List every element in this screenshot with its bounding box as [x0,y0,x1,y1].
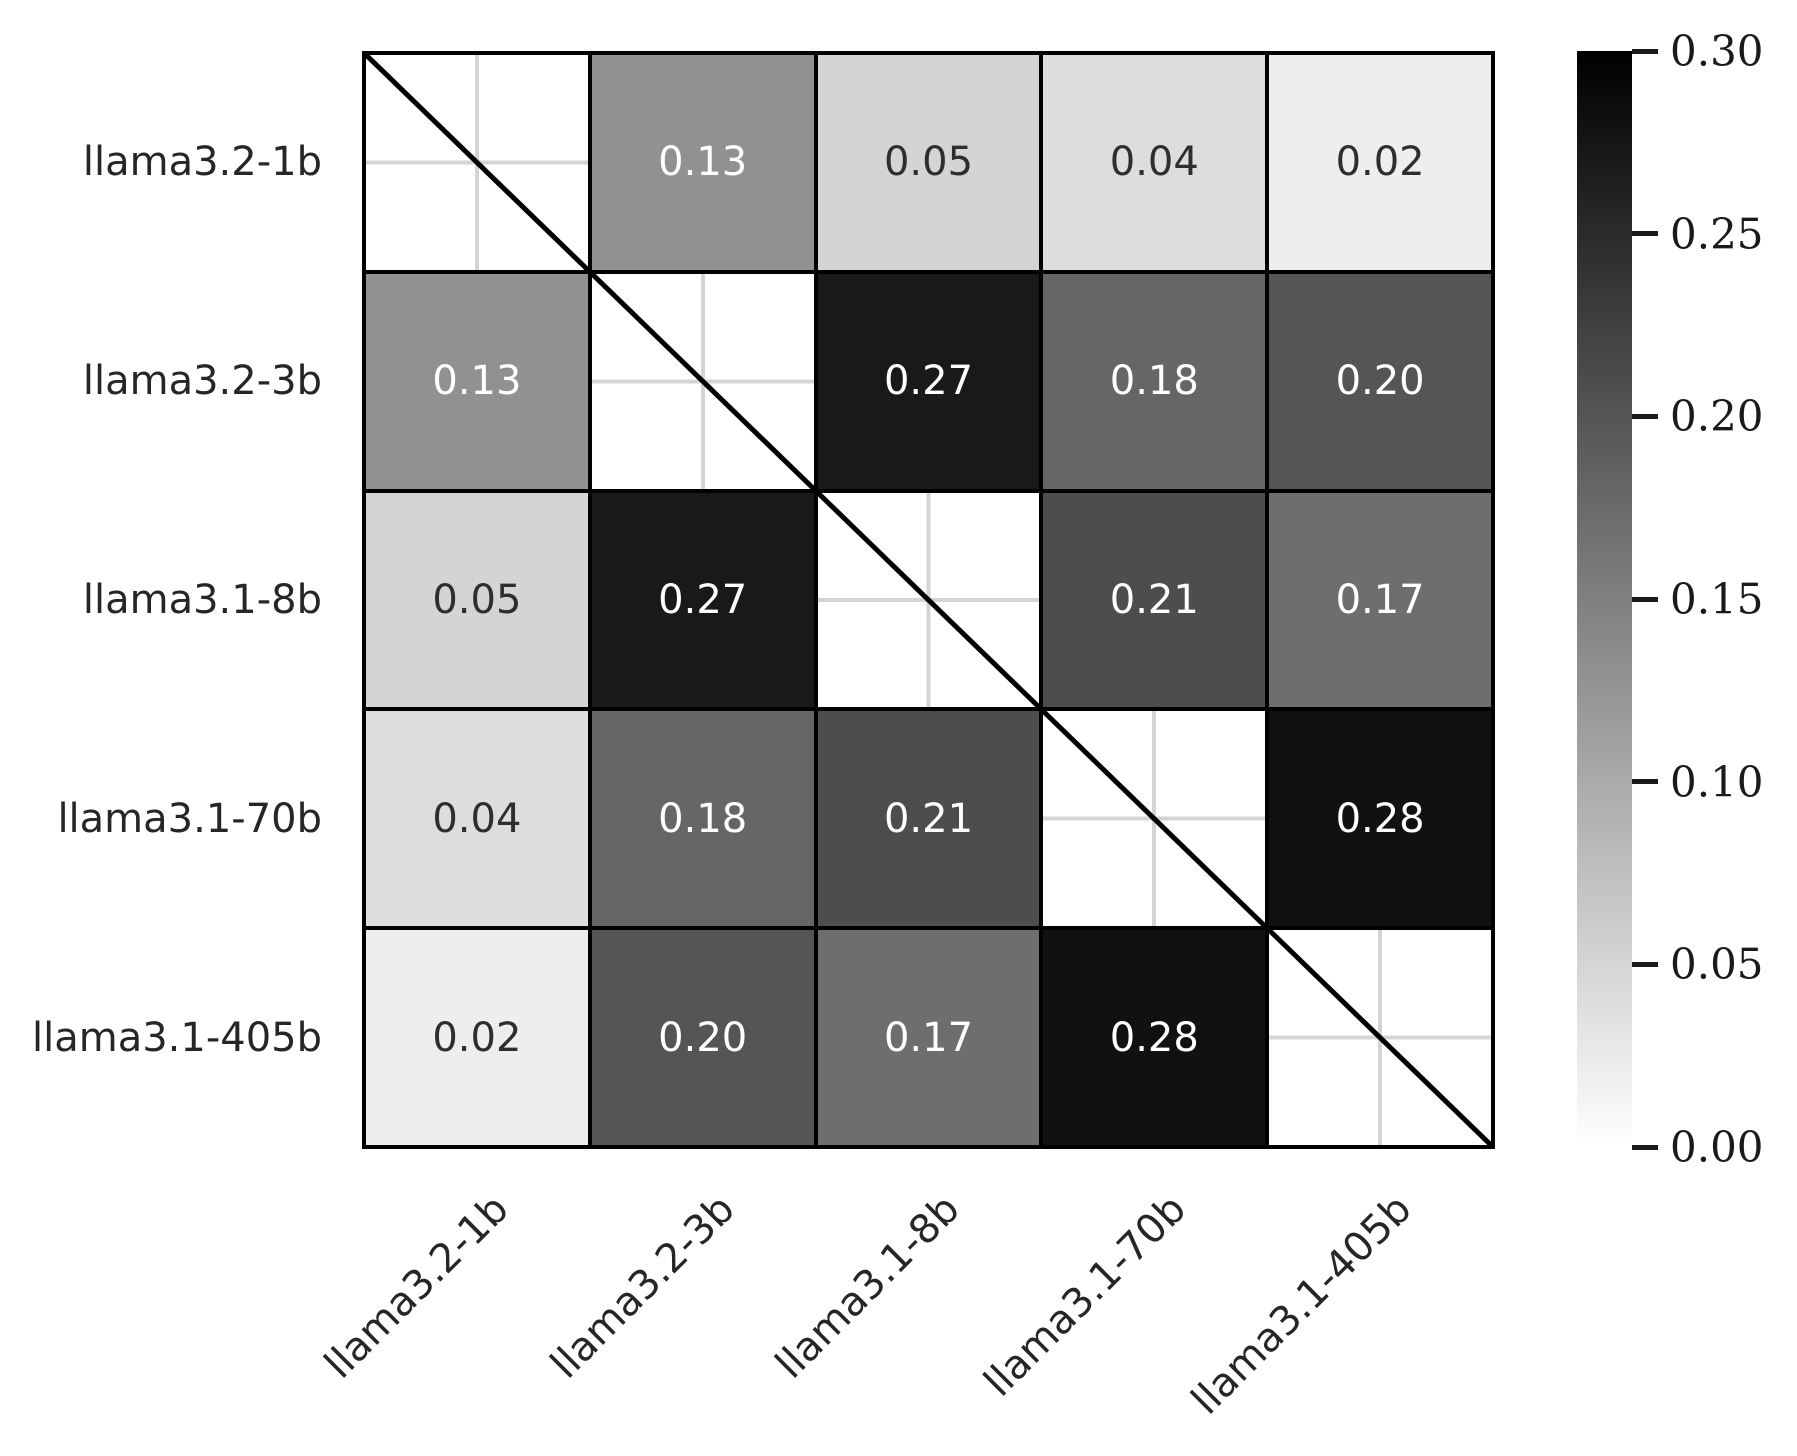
cell-value: 0.28 [1335,795,1425,842]
cell-value: 0.28 [1109,1014,1199,1061]
cell-value: 0.27 [658,576,748,623]
colorbar [1577,51,1632,1147]
heatmap-cell: 0.28 [1269,711,1491,927]
cell-value: 0.05 [432,576,522,623]
colorbar-tick-label: 0.05 [1670,939,1764,989]
heatmap-cell: 0.21 [1043,492,1266,708]
x-tick-label: llama3.2-1b [315,1186,518,1388]
colorbar-tick-mark [1632,231,1658,237]
heatmap-cell: 0.13 [366,273,588,489]
colorbar-tick-label: 0.30 [1670,26,1764,76]
heatmap-cell: 0.17 [817,930,1040,1145]
heatmap-cell: 0.21 [817,711,1040,927]
colorbar-tick-mark [1632,596,1658,602]
colorbar-tick-label: 0.00 [1670,1122,1764,1172]
x-tick-label: llama3.1-405b [1183,1186,1421,1424]
heatmap-cell: 0.05 [817,55,1040,270]
colorbar-tick-mark [1632,48,1658,54]
heatmap-cell: 0.17 [1269,492,1491,708]
heatmap-cell: 0.02 [1269,55,1491,270]
diagonal-masked-cell [591,273,814,489]
cell-value: 0.18 [658,795,748,842]
colorbar-tick-mark [1632,1144,1658,1150]
heatmap-cell: 0.27 [817,273,1040,489]
cell-value: 0.17 [883,1014,974,1061]
cell-value: 0.04 [432,795,522,842]
heatmap-cell: 0.05 [366,492,588,708]
diagonal-masked-cell [1043,711,1266,927]
x-tick-label: llama3.1-8b [767,1186,970,1388]
cell-value: 0.21 [1109,576,1199,623]
cell-value: 0.02 [1335,139,1425,186]
colorbar-tick-label: 0.15 [1670,574,1764,624]
cell-value: 0.04 [1109,139,1199,186]
colorbar-tick-mark [1632,779,1658,785]
x-tick-label: llama3.1-70b [975,1186,1195,1406]
colorbar-tick-mark [1632,961,1658,967]
heatmap-cell: 0.04 [1043,55,1266,270]
cell-value: 0.18 [1109,358,1199,405]
y-tick-label: llama3.1-8b [82,577,322,623]
heatmap-cell: 0.02 [366,930,588,1145]
cell-value: 0.13 [658,139,748,186]
colorbar-tick-mark [1632,413,1658,419]
heatmap-cell: 0.18 [1043,273,1266,489]
y-tick-label: llama3.1-405b [32,1014,322,1061]
diagonal-masked-cell [366,55,588,270]
colorbar-tick-label: 0.20 [1670,391,1764,441]
cell-value: 0.05 [883,139,974,186]
colorbar-tick-label: 0.10 [1670,757,1764,807]
cell-value: 0.13 [432,358,522,405]
cell-value: 0.02 [432,1014,522,1061]
cell-value: 0.20 [658,1014,748,1061]
heatmap-cell: 0.20 [1269,273,1491,489]
heatmap-cell: 0.04 [366,711,588,927]
cell-value: 0.27 [883,358,974,405]
heatmap-cell: 0.20 [591,930,814,1145]
y-tick-label: llama3.1-70b [57,795,322,842]
heatmap-cell: 0.28 [1043,930,1266,1145]
cell-value: 0.17 [1335,576,1425,623]
cell-value: 0.20 [1335,358,1425,405]
diagonal-masked-cell [1269,930,1491,1145]
x-tick-label: llama3.2-3b [541,1186,744,1388]
cell-value: 0.21 [883,795,974,842]
diagonal-masked-cell [817,492,1040,708]
y-tick-label: llama3.2-1b [82,139,322,186]
colorbar-tick-label: 0.25 [1670,209,1764,259]
y-tick-label: llama3.2-3b [82,358,322,405]
heatmap-cell: 0.18 [591,711,814,927]
heatmap-matrix: 0.13 0.05 0.04 0.02 0.13 0.27 0.18 0.20 0.05 0.27… [362,51,1495,1149]
heatmap-cell: 0.27 [591,492,814,708]
heatmap-cell: 0.13 [591,55,814,270]
